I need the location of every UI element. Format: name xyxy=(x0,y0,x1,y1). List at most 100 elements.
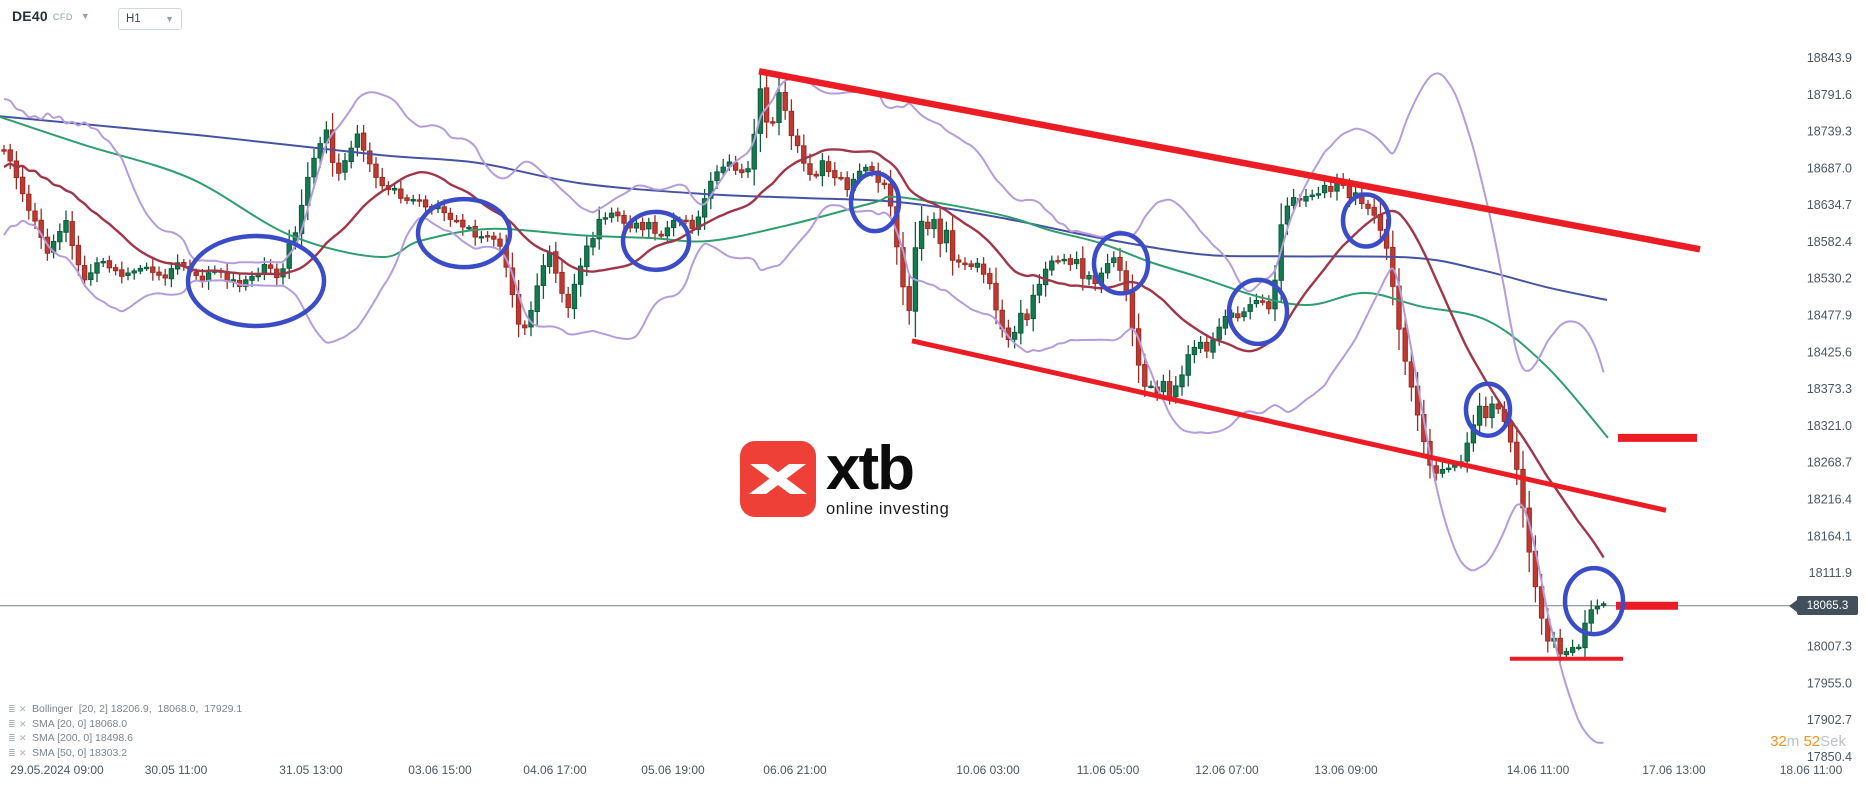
candle xyxy=(373,163,379,178)
candle xyxy=(57,231,63,243)
candle xyxy=(646,222,652,230)
candle xyxy=(150,266,156,273)
candle xyxy=(1514,441,1520,470)
legend-text: SMA [200, 0] 18498.6 xyxy=(32,732,133,745)
candle xyxy=(534,285,540,313)
candle xyxy=(794,135,801,147)
candle xyxy=(336,162,342,174)
ellipse-annotation[interactable] xyxy=(620,209,692,273)
time-axis[interactable]: 29.05.2024 09:00 30.05 11:00 31.05 13:00 03… xyxy=(10,763,1842,777)
ellipse-annotation[interactable] xyxy=(1091,231,1151,296)
candle xyxy=(602,217,609,220)
candle xyxy=(863,166,869,172)
candle xyxy=(63,220,69,233)
time-tick-label: 14.06 11:00 xyxy=(1507,763,1570,777)
candle xyxy=(38,219,44,238)
legend-text: SMA [50, 0] 18303.2 xyxy=(32,747,128,760)
candle xyxy=(311,157,317,178)
candle xyxy=(639,221,646,231)
candle xyxy=(398,188,404,199)
price-tick-label: 18739.3 xyxy=(1807,125,1852,139)
indicator-settings-icon[interactable]: ≣ xyxy=(8,718,16,729)
indicator-remove-icon[interactable]: ✕ xyxy=(19,733,27,744)
candle xyxy=(1086,275,1092,280)
candle xyxy=(825,161,832,173)
indicator-settings-icon[interactable]: ≣ xyxy=(8,704,16,715)
chevron-down-icon: ▼ xyxy=(165,14,174,24)
candle xyxy=(869,166,875,171)
bollinger-lower-line[interactable] xyxy=(3,204,1604,744)
candle xyxy=(1489,403,1495,419)
timer-minutes: 32 xyxy=(1770,733,1787,750)
price-tick-label: 17902.7 xyxy=(1807,713,1852,727)
ellipse-annotation[interactable] xyxy=(1562,565,1626,637)
candle xyxy=(348,147,354,163)
tagline-text: online investing xyxy=(826,500,950,518)
candle xyxy=(1024,313,1030,321)
candle xyxy=(708,180,714,199)
price-tick-label: 18216.4 xyxy=(1807,492,1852,506)
indicator-settings-icon[interactable]: ≣ xyxy=(8,748,16,759)
candle xyxy=(466,226,472,230)
price-tick-label: 18268.7 xyxy=(1807,456,1852,470)
ellipse-annotation[interactable] xyxy=(848,170,902,234)
ellipse-annotation[interactable] xyxy=(1340,192,1392,249)
candle xyxy=(881,182,888,186)
candle xyxy=(329,129,336,163)
candle xyxy=(1049,260,1055,271)
indicator-remove-icon[interactable]: ✕ xyxy=(19,718,27,729)
indicator-remove-icon[interactable]: ✕ xyxy=(19,704,27,715)
sma20-line[interactable] xyxy=(3,148,1605,559)
candle xyxy=(1080,258,1086,279)
indicator-settings-icon[interactable]: ≣ xyxy=(8,733,16,744)
candle xyxy=(360,132,367,151)
candle xyxy=(410,199,416,202)
candle xyxy=(906,286,912,311)
candle xyxy=(1061,258,1067,262)
price-tick-label: 18634.7 xyxy=(1807,198,1852,212)
candle xyxy=(106,260,113,269)
ellipse-annotation[interactable] xyxy=(415,196,513,270)
instrument-selector[interactable]: DE40 CFD ▼ xyxy=(12,8,90,24)
timeframe-select[interactable]: H1 ▼ xyxy=(118,8,182,30)
time-tick-label: 29.05.2024 09:00 xyxy=(10,763,104,777)
candle xyxy=(1557,637,1563,655)
ellipse-annotation[interactable] xyxy=(185,233,327,329)
ellipse-annotation[interactable] xyxy=(1463,381,1513,438)
price-tick-label: 18321.0 xyxy=(1807,419,1852,433)
sma50-line[interactable] xyxy=(0,116,1609,439)
candle xyxy=(1111,257,1117,264)
ellipse-annotation[interactable] xyxy=(1226,277,1290,347)
candle xyxy=(1371,206,1377,216)
trendline[interactable] xyxy=(911,338,1667,513)
timer-minutes-unit: m xyxy=(1786,733,1800,750)
price-tick-label: 18843.9 xyxy=(1807,51,1852,65)
candle xyxy=(441,206,447,214)
current-price-tag: 18065.3 xyxy=(1789,596,1858,616)
candle xyxy=(267,264,274,269)
candle xyxy=(993,282,999,311)
candle xyxy=(931,219,937,230)
candle xyxy=(980,263,987,275)
price-axis[interactable]: 18843.9 18791.6 18739.3 18687.0 18634.7 18582… xyxy=(1807,51,1852,764)
candle xyxy=(32,210,38,222)
candle xyxy=(13,160,20,179)
trendline[interactable] xyxy=(758,68,1701,253)
candle xyxy=(553,251,559,274)
time-tick-label: 03.06 15:00 xyxy=(408,763,472,777)
indicator-remove-icon[interactable]: ✕ xyxy=(19,748,27,759)
candle xyxy=(745,168,751,173)
candle xyxy=(652,221,658,234)
candle xyxy=(943,229,950,244)
candle xyxy=(1,149,7,152)
candle xyxy=(813,173,819,177)
candle xyxy=(918,220,925,249)
candle xyxy=(776,92,782,123)
time-tick-label: 30.05 11:00 xyxy=(145,763,208,777)
price-tick-label: 18111.9 xyxy=(1809,566,1852,580)
candle xyxy=(1148,385,1154,389)
candle xyxy=(1266,301,1272,310)
candle xyxy=(484,235,491,238)
candle xyxy=(119,269,125,277)
